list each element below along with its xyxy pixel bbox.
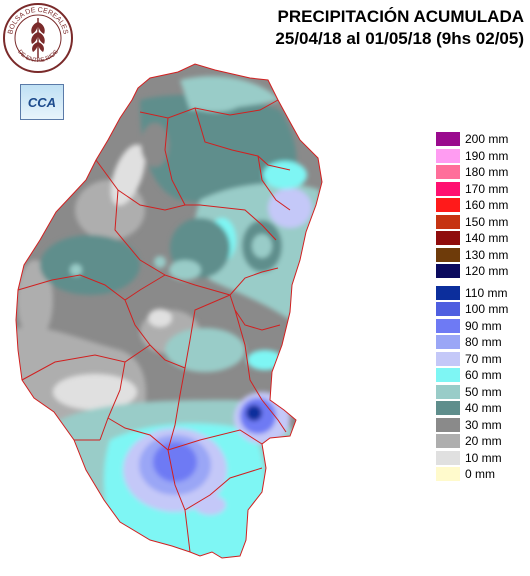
legend-label: 200 mm: [465, 132, 509, 146]
legend-swatch: [436, 198, 460, 212]
legend-item: 180 mm: [436, 164, 530, 181]
legend-swatch: [436, 384, 460, 399]
legend-item: 120 mm: [436, 263, 530, 280]
legend-label: 170 mm: [465, 181, 509, 196]
legend-swatch: [436, 335, 460, 349]
legend-label: 50 mm: [465, 384, 502, 399]
legend-item: 130 mm: [436, 247, 530, 264]
legend-item: 50 mm: [436, 384, 530, 401]
legend-item: 80 mm: [436, 334, 530, 351]
legend-item: 150 mm: [436, 214, 530, 231]
cca-logo: CCA: [20, 84, 64, 120]
department-borders: [15, 63, 323, 559]
legend-item: 10 mm: [436, 450, 530, 467]
legend-item: 110 mm: [436, 285, 530, 302]
legend-label: 80 mm: [465, 335, 502, 349]
legend-swatch: [436, 285, 460, 300]
title-line-2: 25/04/18 al 01/05/18 (9hs 02/05): [275, 29, 524, 48]
legend-item: 160 mm: [436, 197, 530, 214]
legend-label: 70 mm: [465, 351, 502, 366]
legend-item: 0 mm: [436, 466, 530, 483]
legend-label: 110 mm: [465, 285, 508, 300]
legend-label: 120 mm: [465, 264, 509, 278]
legend-label: 0 mm: [465, 467, 495, 481]
legend-swatch: [436, 302, 460, 316]
legend-swatch: [436, 417, 460, 432]
title-line-1: PRECIPITACIÓN ACUMULADA: [277, 7, 525, 26]
legend-label: 40 mm: [465, 401, 502, 415]
legend-item: 140 mm: [436, 230, 530, 247]
legend-item: 60 mm: [436, 367, 530, 384]
legend-item: 70 mm: [436, 351, 530, 368]
legend-item: 90 mm: [436, 318, 530, 335]
legend-label: 150 mm: [465, 214, 509, 229]
legend-label: 190 mm: [465, 148, 509, 163]
legend-swatch: [436, 231, 460, 245]
legend-label: 100 mm: [465, 302, 509, 316]
legend-item: 40 mm: [436, 400, 530, 417]
legend-label: 10 mm: [465, 450, 502, 465]
legend-swatch: [436, 351, 460, 366]
precipitation-legend: 200 mm 190 mm 180 mm 170 mm 160 mm 150 mm 140 …: [436, 131, 530, 483]
legend-item: 100 mm: [436, 301, 530, 318]
legend-swatch: [436, 247, 460, 262]
svg-text:CCA: CCA: [28, 95, 56, 110]
legend-swatch: [436, 368, 460, 382]
legend-swatch: [436, 434, 460, 448]
legend-item: 170 mm: [436, 181, 530, 198]
legend-label: 60 mm: [465, 368, 502, 382]
legend-label: 180 mm: [465, 165, 509, 179]
legend-label: 140 mm: [465, 231, 509, 245]
legend-swatch: [436, 148, 460, 163]
legend-swatch: [436, 165, 460, 179]
legend-swatch: [436, 318, 460, 333]
legend-label: 130 mm: [465, 247, 509, 262]
legend-swatch: [436, 214, 460, 229]
legend-item: 30 mm: [436, 417, 530, 434]
legend-swatch: [436, 181, 460, 196]
map-title: PRECIPITACIÓN ACUMULADA 25/04/18 al 01/0…: [275, 6, 524, 50]
legend-swatch: [436, 467, 460, 481]
legend-swatch: [436, 132, 460, 146]
legend-item: 200 mm: [436, 131, 530, 148]
bolsa-cereales-seal-logo: BOLSA DE CEREALES DE ENTRE RIOS: [3, 3, 73, 73]
legend-label: 90 mm: [465, 318, 502, 333]
legend-item: 20 mm: [436, 433, 530, 450]
legend-item: 190 mm: [436, 148, 530, 165]
legend-label: 20 mm: [465, 434, 502, 448]
legend-swatch: [436, 401, 460, 415]
legend-swatch: [436, 264, 460, 278]
legend-label: 30 mm: [465, 417, 502, 432]
legend-swatch: [436, 450, 460, 465]
legend-label: 160 mm: [465, 198, 509, 212]
